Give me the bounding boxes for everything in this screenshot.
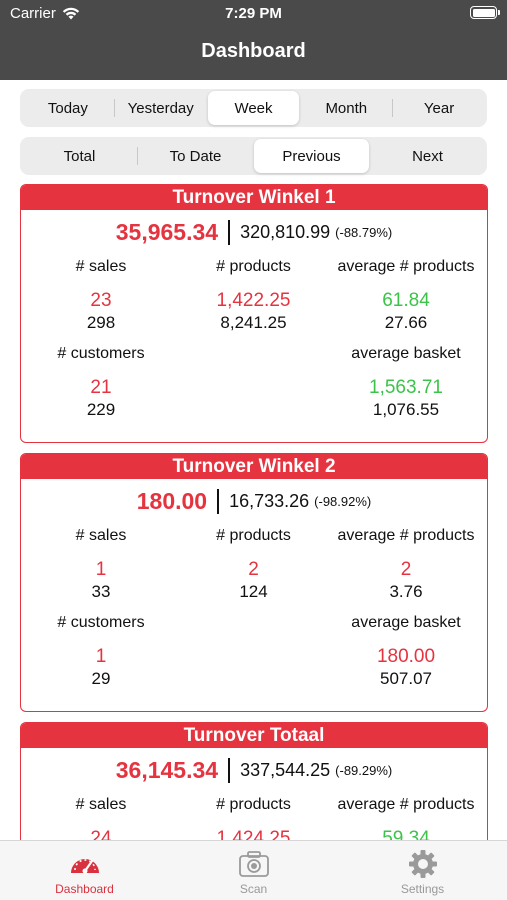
stat-current: 61.84 [382, 290, 430, 311]
stat-previous: 8,241.25 [220, 313, 287, 332]
stat-label: # sales [75, 258, 127, 275]
status-time: 7:29 PM [225, 5, 282, 22]
avg-products-stat: average # products 61.84 27.66 [321, 258, 487, 333]
stat-label: average # products [337, 258, 475, 275]
turnover-card-winkel-2: Turnover Winkel 2 180.00 16,733.26 (-98.… [20, 453, 488, 712]
range-previous[interactable]: Previous [254, 139, 369, 173]
turnover-current: 35,965.34 [115, 219, 219, 245]
stat-current: 2 [248, 559, 259, 580]
wifi-icon [62, 7, 80, 20]
stat-previous: 124 [239, 582, 268, 601]
gear-icon [408, 850, 437, 878]
stat-current: 2 [400, 559, 412, 580]
speedometer-icon [70, 859, 99, 874]
avg-products-stat: average # products 2 3.76 [321, 527, 487, 602]
stat-label: # customers [57, 614, 145, 631]
turnover-card-totaal: Turnover Totaal 36,145.34 337,544.25 (-8… [20, 722, 488, 852]
period-segmented-control: Today Yesterday Week Month Year [20, 89, 487, 127]
turnover-totals: 180.00 16,733.26 (-98.92%) [21, 488, 487, 515]
turnover-change: (-88.79%) [335, 225, 393, 240]
stat-label: # products [216, 258, 291, 275]
card-title: Turnover Totaal [21, 723, 487, 748]
turnover-previous: 320,810.99 [240, 222, 331, 242]
period-year[interactable]: Year [423, 99, 455, 117]
turnover-change: (-98.92%) [314, 494, 372, 509]
tab-label: Dashboard [55, 882, 114, 896]
period-today[interactable]: Today [47, 99, 88, 117]
status-carrier: Carrier [10, 5, 80, 22]
page-title: Dashboard [201, 40, 306, 62]
customers-stat: # customers 21 229 [21, 345, 181, 420]
period-month[interactable]: Month [325, 99, 368, 117]
stat-current: 1 [95, 646, 107, 667]
range-to-date[interactable]: To Date [169, 147, 222, 165]
range-total[interactable]: Total [63, 147, 96, 165]
turnover-card-winkel-1: Turnover Winkel 1 35,965.34 320,810.99 (… [20, 184, 488, 443]
products-stat: # products 1,422.25 8,241.25 [176, 258, 331, 333]
sales-stat: # sales 23 298 [21, 258, 181, 333]
stat-label: # products [216, 527, 291, 544]
tab-scan[interactable]: Scan [169, 841, 338, 900]
turnover-change: (-89.29%) [335, 763, 393, 778]
avg-basket-stat: average basket 180.00 507.07 [321, 614, 487, 689]
period-yesterday[interactable]: Yesterday [127, 99, 194, 117]
turnover-current: 36,145.34 [115, 757, 219, 783]
stat-label: # products [216, 796, 291, 813]
stat-label: average # products [337, 527, 475, 544]
tab-bar: Dashboard Scan [0, 840, 507, 900]
camera-icon [238, 851, 269, 877]
stat-label: # sales [75, 796, 127, 813]
range-segmented-control: Total To Date Previous Next [20, 137, 487, 175]
stat-label: # sales [75, 527, 127, 544]
stat-previous: 1,076.55 [372, 400, 440, 419]
stat-current: 23 [90, 290, 112, 311]
products-stat: # products 2 124 [176, 527, 331, 602]
turnover-totals: 35,965.34 320,810.99 (-88.79%) [21, 219, 487, 246]
stat-previous: 27.66 [384, 313, 428, 332]
stat-label: # customers [57, 345, 145, 362]
card-title: Turnover Winkel 1 [21, 185, 487, 210]
stat-current: 21 [90, 377, 112, 398]
stat-previous: 507.07 [380, 669, 432, 688]
stat-label: average basket [351, 345, 461, 362]
avg-basket-stat: average basket 1,563.71 1,076.55 [321, 345, 487, 420]
app-header: Carrier 7:29 PM Dashboard [0, 0, 507, 80]
stat-current: 180.00 [376, 646, 436, 667]
stat-label: average # products [337, 796, 475, 813]
turnover-totals: 36,145.34 337,544.25 (-89.29%) [21, 757, 487, 784]
range-next[interactable]: Next [412, 147, 443, 165]
turnover-previous: 16,733.26 [229, 491, 310, 511]
stat-current: 1 [95, 559, 107, 580]
tab-label: Scan [239, 882, 268, 896]
stat-current: 1,422.25 [216, 290, 291, 311]
battery-icon [470, 6, 500, 19]
customers-stat: # customers 1 29 [21, 614, 181, 689]
tab-dashboard[interactable]: Dashboard [0, 841, 169, 900]
stat-current: 1,563.71 [369, 377, 443, 398]
stat-previous: 229 [86, 400, 116, 419]
tab-label: Settings [400, 882, 445, 896]
stat-previous: 3.76 [389, 582, 423, 601]
stat-previous: 298 [86, 313, 116, 332]
turnover-previous: 337,544.25 [240, 760, 331, 780]
carrier-label: Carrier [10, 5, 56, 22]
stat-previous: 33 [91, 582, 111, 601]
period-week[interactable]: Week [207, 91, 300, 125]
tab-settings[interactable]: Settings [338, 841, 507, 900]
sales-stat: # sales 1 33 [21, 527, 181, 602]
card-title: Turnover Winkel 2 [21, 454, 487, 479]
stat-label: average basket [351, 614, 461, 631]
stat-previous: 29 [91, 669, 111, 688]
turnover-current: 180.00 [136, 488, 208, 514]
